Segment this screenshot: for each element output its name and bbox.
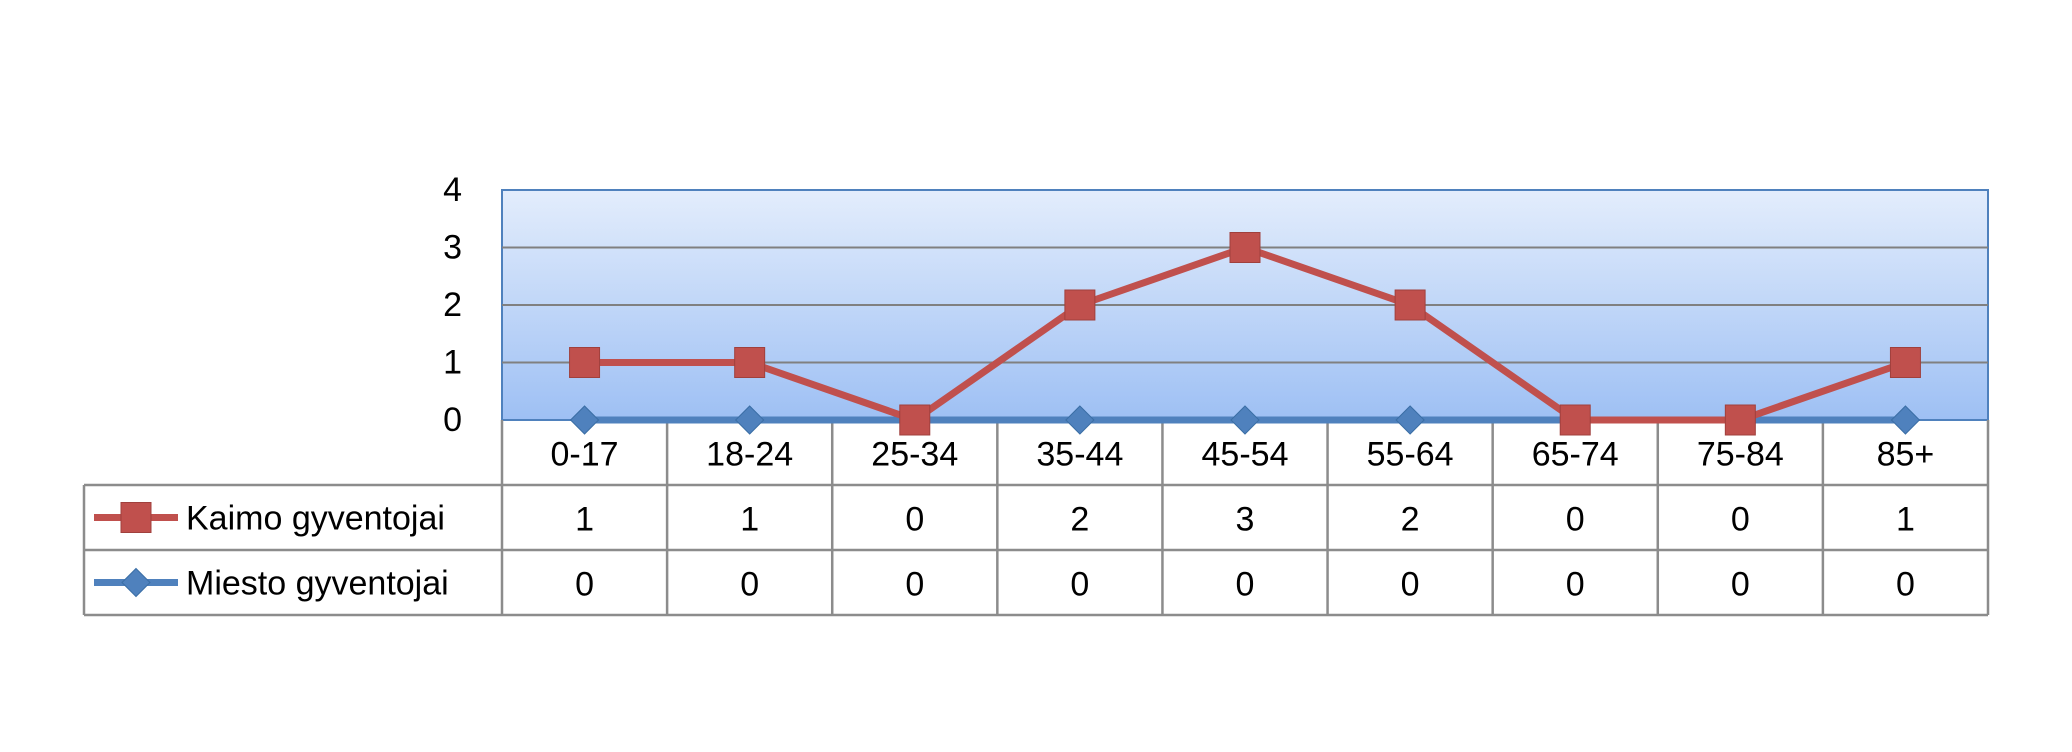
data-point <box>569 405 600 435</box>
table-cell-value: 0 <box>1070 566 1089 604</box>
data-point <box>1394 289 1426 321</box>
series-markers <box>569 232 1921 436</box>
legend-marker <box>120 502 152 533</box>
data-point <box>1889 347 1921 378</box>
table-cell-value: 0 <box>1566 566 1585 604</box>
table-cell-value: 2 <box>1070 501 1089 539</box>
table-cell-value: 0 <box>1731 566 1750 604</box>
y-tick-label: 4 <box>443 171 462 209</box>
legend-label: Kaimo gyventojai <box>186 500 445 538</box>
data-point <box>1395 405 1425 435</box>
legend-label: Miesto gyventojai <box>186 565 449 603</box>
table-cell-value: 0 <box>575 566 594 604</box>
table-cell-value: 1 <box>575 501 594 539</box>
table-cell-value: 0 <box>1401 566 1420 604</box>
x-tick-label: 35-44 <box>1036 436 1123 474</box>
data-point <box>1229 232 1261 263</box>
table-cell-value: 0 <box>740 566 759 604</box>
table-cell-value: 0 <box>1566 501 1585 539</box>
y-tick-label: 3 <box>443 229 462 267</box>
x-tick-label: 55-64 <box>1367 436 1454 474</box>
x-tick-label: 18-24 <box>706 436 793 474</box>
table-cell-value: 2 <box>1401 501 1420 539</box>
table-cell-value: 1 <box>740 501 759 539</box>
table-cell-value: 0 <box>1896 566 1915 604</box>
table-cell-value: 0 <box>1731 501 1750 539</box>
data-point <box>1559 404 1591 436</box>
data-point <box>734 405 765 435</box>
data-table: 0-17 18-24 25-34 35-44 45-54 55-64 65-74 75-84 8… <box>82 420 1990 617</box>
y-tick-label: 1 <box>443 344 462 382</box>
table-cell-value: 0 <box>905 501 924 539</box>
x-tick-label: 0-17 <box>551 436 619 474</box>
data-point <box>734 347 766 378</box>
x-tick-label: 75-84 <box>1697 436 1784 474</box>
data-point <box>1064 289 1096 321</box>
table-cell-value: 3 <box>1236 501 1255 539</box>
x-tick-label: 65-74 <box>1532 436 1619 474</box>
x-tick-label: 85+ <box>1877 436 1935 474</box>
data-point <box>899 404 931 436</box>
x-tick-label: 25-34 <box>871 436 958 474</box>
x-tick-label: 45-54 <box>1202 436 1289 474</box>
y-axis: 0 1 2 3 4 <box>443 171 462 439</box>
legend-marker <box>121 567 151 598</box>
y-tick-label: 0 <box>443 401 462 439</box>
data-point <box>1890 405 1921 435</box>
y-tick-label: 2 <box>443 286 462 324</box>
table-cell-value: 1 <box>1896 501 1915 539</box>
data-point <box>1065 405 1095 435</box>
data-point <box>1230 405 1260 435</box>
table-cell-value: 0 <box>1236 566 1255 604</box>
data-point <box>1724 404 1756 436</box>
table-cell-value: 0 <box>905 566 924 604</box>
data-point <box>569 347 601 378</box>
